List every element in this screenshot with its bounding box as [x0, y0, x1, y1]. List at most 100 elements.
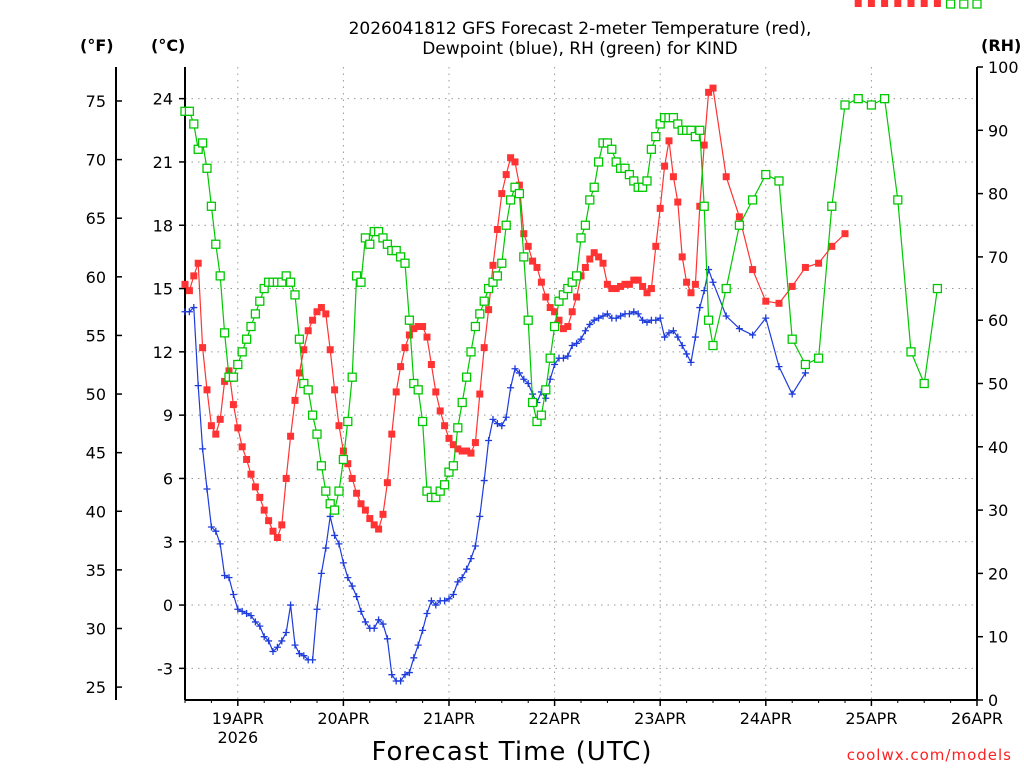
temperature-point [542, 293, 550, 301]
temperature-point [449, 441, 457, 449]
dewpoint-point [735, 325, 743, 333]
rh-tick-label: 50 [988, 375, 1008, 394]
temperature-point [595, 253, 603, 261]
temperature-point [568, 308, 576, 316]
x-tick-label: 23APR [634, 709, 686, 728]
dewpoint-point [463, 565, 471, 573]
temperature-point [511, 158, 519, 166]
temperature-point [361, 506, 369, 514]
dewpoint-point [581, 327, 589, 335]
dewpoint-point [405, 669, 413, 677]
dewpoint-point [225, 574, 233, 582]
temperature-point [190, 272, 198, 280]
rh-point [404, 315, 415, 325]
dewpoint-point [568, 342, 576, 350]
temperature-point [762, 297, 770, 305]
rh-point [523, 315, 533, 325]
temperature-point [353, 489, 361, 497]
rh-tick-label: 30 [988, 501, 1008, 520]
rh-point [316, 461, 327, 471]
dewpoint-point [507, 384, 515, 392]
temperature-point [599, 259, 607, 267]
rh-point [246, 321, 256, 332]
dewpoint-point [542, 394, 550, 402]
dewpoint-point [559, 354, 567, 362]
rh-tick-label: 70 [988, 248, 1008, 267]
dewpoint-point [801, 369, 809, 377]
rh-point [708, 340, 718, 351]
fahrenheit-tick-label: 45 [86, 444, 106, 463]
x-axis-title: Forecast Time (UTC) [371, 737, 652, 767]
rh-point [866, 100, 877, 110]
temperature-point [665, 137, 673, 145]
dewpoint-point [282, 628, 290, 636]
dewpoint-point [388, 671, 396, 679]
temperature-point [414, 323, 422, 331]
dewpoint-point [656, 314, 664, 322]
temperature-point [370, 521, 378, 529]
temperature-point [608, 285, 616, 293]
x-tick-label: 19APR [212, 709, 264, 728]
rh-point [787, 334, 797, 344]
rh-point [457, 397, 467, 408]
dewpoint-point [331, 531, 339, 539]
rh-point [501, 220, 511, 230]
rh-point [576, 233, 586, 243]
temperature-point [612, 285, 620, 293]
rh-point [497, 258, 507, 268]
dewpoint-point [414, 641, 422, 649]
rh-point [290, 290, 300, 300]
temperature-point [634, 276, 642, 284]
dewpoint-point [375, 616, 383, 624]
temperature-point [815, 259, 823, 267]
fahrenheit-tick-label: 30 [86, 619, 106, 638]
rh-point [505, 195, 516, 205]
temperature-point [551, 308, 559, 316]
fahrenheit-tick-label: 40 [86, 502, 106, 521]
dewpoint-point [344, 574, 352, 582]
dewpoint-point [683, 350, 691, 358]
dewpoint-point [185, 308, 193, 316]
rh-point [747, 195, 758, 205]
temperature-point [436, 407, 444, 415]
temperature-point [339, 447, 347, 455]
rh-point [202, 163, 212, 173]
temperature-point [841, 230, 849, 238]
dewpoint-point [454, 578, 462, 586]
rh-point [761, 169, 771, 180]
temperature-point [256, 493, 264, 501]
temperature-point [278, 521, 286, 529]
dewpoint-point [573, 339, 581, 347]
celsius-tick-label: 24 [153, 90, 173, 109]
fahrenheit-tick-label: 50 [86, 385, 106, 404]
dewpoint-point [467, 555, 475, 563]
temperature-point [357, 500, 365, 508]
dewpoint-point [700, 287, 708, 295]
dewpoint-point [630, 308, 638, 316]
dewpoint-point [498, 422, 506, 430]
fahrenheit-unit-label: (°F) [80, 36, 114, 55]
temperature-point [322, 310, 330, 318]
rh-point [448, 461, 459, 471]
fahrenheit-tick-label: 35 [86, 561, 106, 580]
rh-point [879, 94, 890, 104]
dewpoint-point [564, 352, 572, 360]
temperature-point [625, 280, 633, 288]
rh-tick-label: 0 [988, 691, 998, 710]
temperature-point [603, 280, 611, 288]
rh-point [800, 359, 811, 370]
temperature-point [467, 449, 475, 457]
temperature-point [520, 230, 528, 238]
dewpoint-point [234, 605, 242, 613]
temperature-point [678, 253, 686, 261]
fahrenheit-tick-label: 65 [86, 209, 106, 228]
rh-point [827, 201, 837, 211]
temperature-point [458, 447, 466, 455]
temperature-point [533, 263, 541, 271]
temperature-point [920, 0, 928, 7]
temperature-point [586, 255, 594, 263]
dewpoint-point [190, 304, 198, 312]
dewpoint-point [493, 420, 501, 428]
rh-point [338, 454, 349, 465]
dewpoint-point [691, 333, 699, 341]
